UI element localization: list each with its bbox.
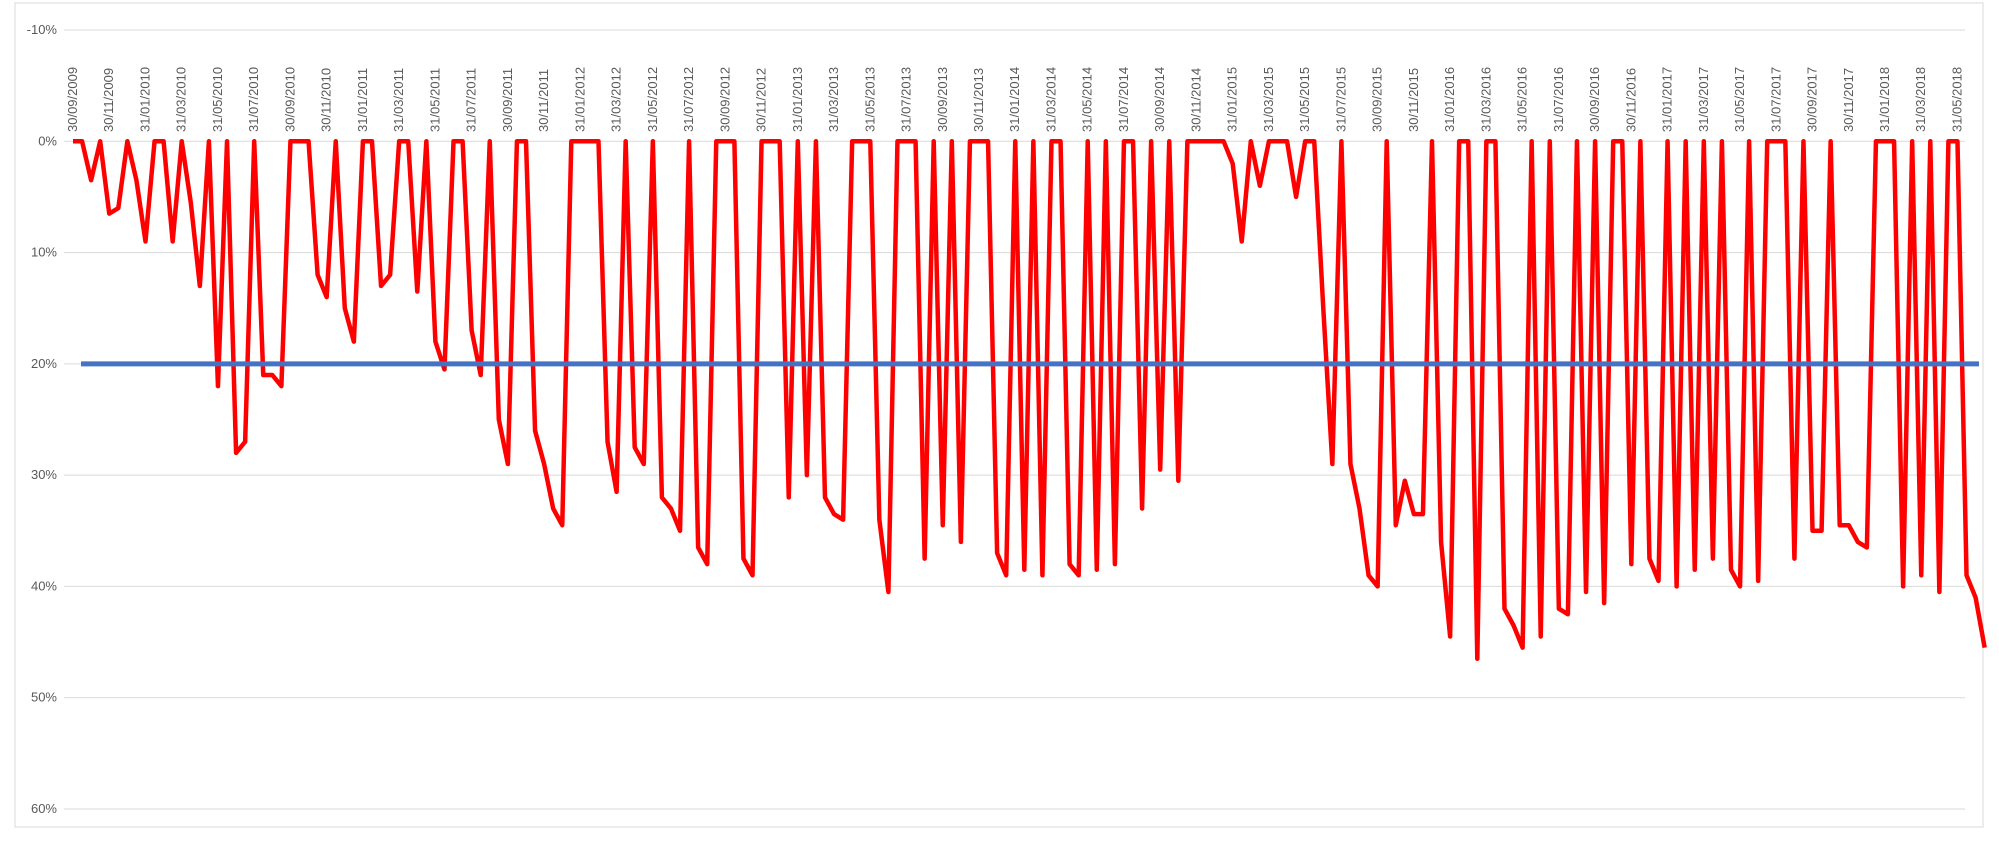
x-tick-label: 31/07/2013 [899,67,914,132]
x-tick-label: 31/01/2018 [1877,67,1892,132]
x-tick-label: 31/03/2016 [1478,67,1493,132]
x-tick-label: 31/01/2014 [1007,67,1022,132]
x-tick-label: 30/11/2017 [1841,68,1856,132]
x-tick-label: 30/09/2011 [500,68,515,132]
x-tick-label: 30/11/2010 [319,68,334,132]
x-tick-label: 30/09/2017 [1805,67,1820,132]
x-tick-label: 31/03/2010 [174,67,189,132]
x-tick-label: 31/05/2010 [210,67,225,132]
x-tick-label: 31/03/2015 [1261,67,1276,132]
x-tick-label: 30/09/2012 [717,67,732,132]
x-tick-label: 30/09/2010 [282,67,297,132]
x-tick-label: 30/11/2011 [536,69,551,132]
x-tick-label: 31/05/2015 [1297,67,1312,132]
x-tick-label: 31/01/2010 [137,67,152,132]
x-tick-label: 31/05/2014 [1080,67,1095,132]
y-tick-label: -10% [27,22,58,37]
y-tick-label: 0% [38,133,57,148]
y-tick-label: 20% [31,356,57,371]
x-tick-label: 30/09/2016 [1587,67,1602,132]
x-tick-label: 30/11/2013 [971,68,986,132]
x-tick-label: 31/01/2016 [1442,67,1457,132]
y-tick-label: 50% [31,690,57,705]
x-tick-label: 30/11/2014 [1188,68,1203,132]
x-tick-label: 30/09/2009 [65,67,80,132]
y-tick-label: 30% [31,467,57,482]
x-tick-label: 31/01/2015 [1225,67,1240,132]
x-tick-label: 31/05/2016 [1515,67,1530,132]
x-tick-label: 31/05/2013 [862,67,877,132]
x-tick-label: 31/01/2012 [572,67,587,132]
x-tick-label: 30/11/2012 [754,68,769,132]
x-tick-label: 30/11/2016 [1623,68,1638,132]
x-tick-label: 31/07/2016 [1551,67,1566,132]
x-tick-label: 31/05/2018 [1949,67,1964,132]
x-tick-label: 31/03/2014 [1043,67,1058,132]
x-tick-label: 31/01/2017 [1660,67,1675,132]
x-tick-label: 30/11/2015 [1406,68,1421,132]
x-tick-label: 31/07/2017 [1768,67,1783,132]
chart-border [14,2,1984,828]
y-tick-label: 60% [31,801,57,816]
x-tick-label: 31/01/2011 [355,68,370,132]
x-tick-label: 30/11/2009 [101,68,116,132]
x-tick-label: 31/07/2015 [1333,67,1348,132]
x-tick-label: 31/07/2011 [464,68,479,132]
x-tick-label: 30/09/2013 [935,67,950,132]
x-tick-label: 31/03/2017 [1696,67,1711,132]
x-tick-label: 31/03/2013 [826,67,841,132]
x-tick-label: 31/05/2011 [427,68,442,132]
x-tick-label: 31/05/2017 [1732,67,1747,132]
x-tick-label: 31/07/2014 [1116,67,1131,132]
x-tick-label: 31/07/2012 [681,67,696,132]
x-tick-label: 31/01/2013 [790,67,805,132]
y-tick-label: 40% [31,578,57,593]
x-tick-label: 30/09/2015 [1370,67,1385,132]
x-tick-label: 30/09/2014 [1152,67,1167,132]
x-tick-label: 31/03/2012 [609,67,624,132]
data-line [73,139,1987,662]
x-tick-label: 31/03/2018 [1913,67,1928,132]
x-tick-label: 31/07/2010 [246,67,261,132]
x-tick-label: 31/05/2012 [645,67,660,132]
x-tick-label: 31/03/2011 [391,68,406,132]
y-tick-label: 10% [31,245,57,260]
